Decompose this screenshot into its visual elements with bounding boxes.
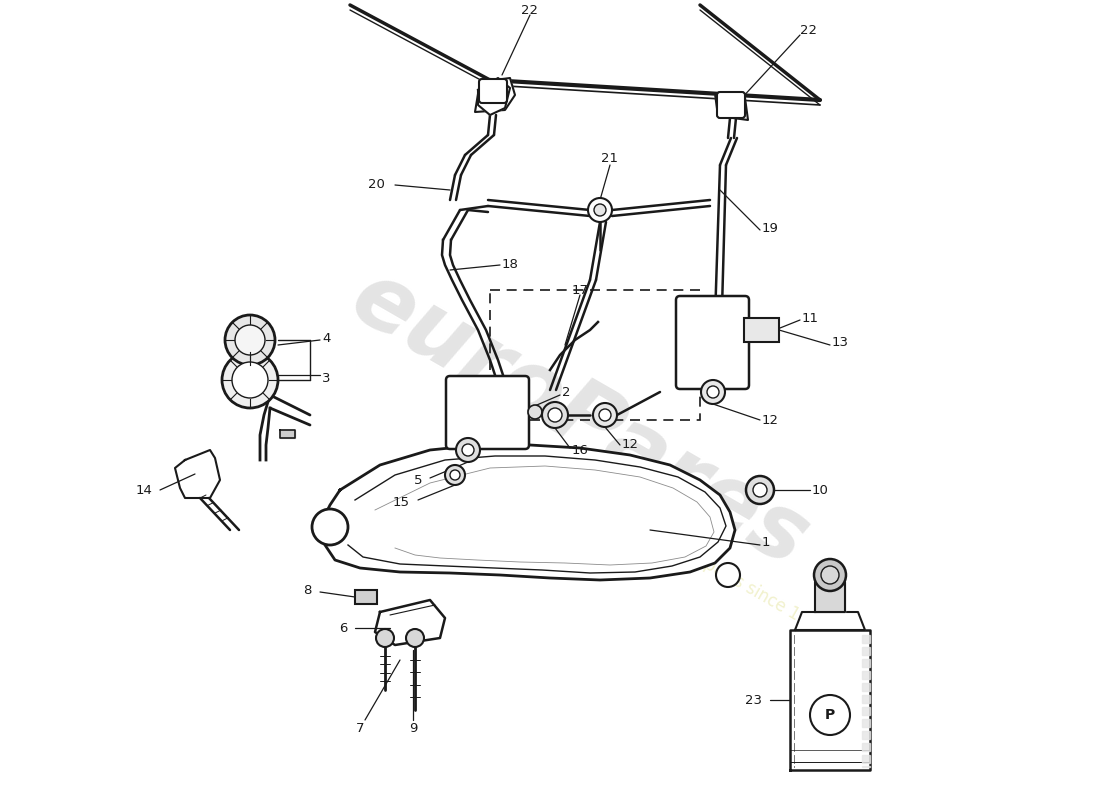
Polygon shape bbox=[475, 78, 515, 112]
Polygon shape bbox=[862, 683, 870, 691]
Polygon shape bbox=[862, 719, 870, 727]
FancyBboxPatch shape bbox=[676, 296, 749, 389]
Polygon shape bbox=[862, 743, 870, 751]
Text: 20: 20 bbox=[368, 178, 385, 191]
Text: 13: 13 bbox=[832, 337, 849, 350]
Text: 10: 10 bbox=[812, 483, 829, 497]
Text: P: P bbox=[825, 708, 835, 722]
Text: 22: 22 bbox=[800, 23, 817, 37]
Circle shape bbox=[593, 403, 617, 427]
Polygon shape bbox=[862, 647, 870, 655]
Polygon shape bbox=[862, 731, 870, 739]
Circle shape bbox=[456, 438, 480, 462]
Bar bbox=[490, 290, 700, 420]
Circle shape bbox=[548, 408, 562, 422]
Circle shape bbox=[821, 566, 839, 584]
Polygon shape bbox=[790, 630, 870, 770]
Polygon shape bbox=[375, 600, 446, 645]
Circle shape bbox=[450, 470, 460, 480]
Circle shape bbox=[707, 386, 719, 398]
Text: 23: 23 bbox=[745, 694, 762, 706]
Circle shape bbox=[754, 483, 767, 497]
Circle shape bbox=[376, 629, 394, 647]
Polygon shape bbox=[862, 635, 870, 643]
Text: 18: 18 bbox=[502, 258, 519, 271]
Text: 12: 12 bbox=[762, 414, 779, 426]
Polygon shape bbox=[862, 707, 870, 715]
Text: 4: 4 bbox=[322, 331, 330, 345]
Polygon shape bbox=[862, 766, 870, 767]
Circle shape bbox=[600, 409, 610, 421]
Circle shape bbox=[701, 380, 725, 404]
FancyBboxPatch shape bbox=[717, 92, 745, 118]
Polygon shape bbox=[862, 755, 870, 763]
Bar bbox=[355, 590, 377, 604]
Circle shape bbox=[406, 629, 424, 647]
Polygon shape bbox=[175, 450, 220, 498]
Circle shape bbox=[235, 325, 265, 355]
Circle shape bbox=[594, 204, 606, 216]
Circle shape bbox=[588, 198, 612, 222]
Polygon shape bbox=[795, 612, 865, 630]
FancyBboxPatch shape bbox=[478, 79, 507, 103]
Circle shape bbox=[232, 362, 268, 398]
Text: 1: 1 bbox=[762, 537, 770, 550]
Text: 12: 12 bbox=[621, 438, 639, 451]
Polygon shape bbox=[862, 659, 870, 667]
Circle shape bbox=[542, 402, 568, 428]
Text: 16: 16 bbox=[572, 443, 588, 457]
Circle shape bbox=[810, 695, 850, 735]
Circle shape bbox=[222, 352, 278, 408]
Text: 19: 19 bbox=[762, 222, 779, 234]
Text: 2: 2 bbox=[562, 386, 571, 399]
Circle shape bbox=[446, 465, 465, 485]
Polygon shape bbox=[280, 430, 295, 438]
Text: 22: 22 bbox=[521, 3, 539, 17]
Circle shape bbox=[528, 405, 542, 419]
Circle shape bbox=[814, 559, 846, 591]
Circle shape bbox=[462, 444, 474, 456]
Text: 14: 14 bbox=[135, 483, 152, 497]
Text: 3: 3 bbox=[322, 371, 330, 385]
Circle shape bbox=[746, 476, 774, 504]
Text: euroPares: euroPares bbox=[336, 254, 824, 586]
Polygon shape bbox=[478, 78, 510, 115]
Text: 21: 21 bbox=[602, 151, 618, 165]
Circle shape bbox=[716, 563, 740, 587]
Polygon shape bbox=[862, 695, 870, 703]
FancyBboxPatch shape bbox=[446, 376, 529, 449]
Text: 17: 17 bbox=[572, 283, 588, 297]
Text: 8: 8 bbox=[304, 583, 312, 597]
Polygon shape bbox=[715, 94, 748, 120]
Circle shape bbox=[226, 315, 275, 365]
Text: 6: 6 bbox=[340, 622, 348, 634]
Polygon shape bbox=[320, 445, 735, 580]
Bar bbox=[744, 318, 779, 342]
Text: 9: 9 bbox=[409, 722, 417, 734]
Polygon shape bbox=[815, 582, 845, 612]
Text: 11: 11 bbox=[802, 311, 820, 325]
Text: 5: 5 bbox=[414, 474, 422, 486]
Circle shape bbox=[312, 509, 348, 545]
Text: a passion for rare parts since 1985: a passion for rare parts since 1985 bbox=[570, 480, 830, 640]
Polygon shape bbox=[862, 671, 870, 679]
Text: 15: 15 bbox=[393, 495, 410, 509]
Text: 7: 7 bbox=[355, 722, 364, 734]
